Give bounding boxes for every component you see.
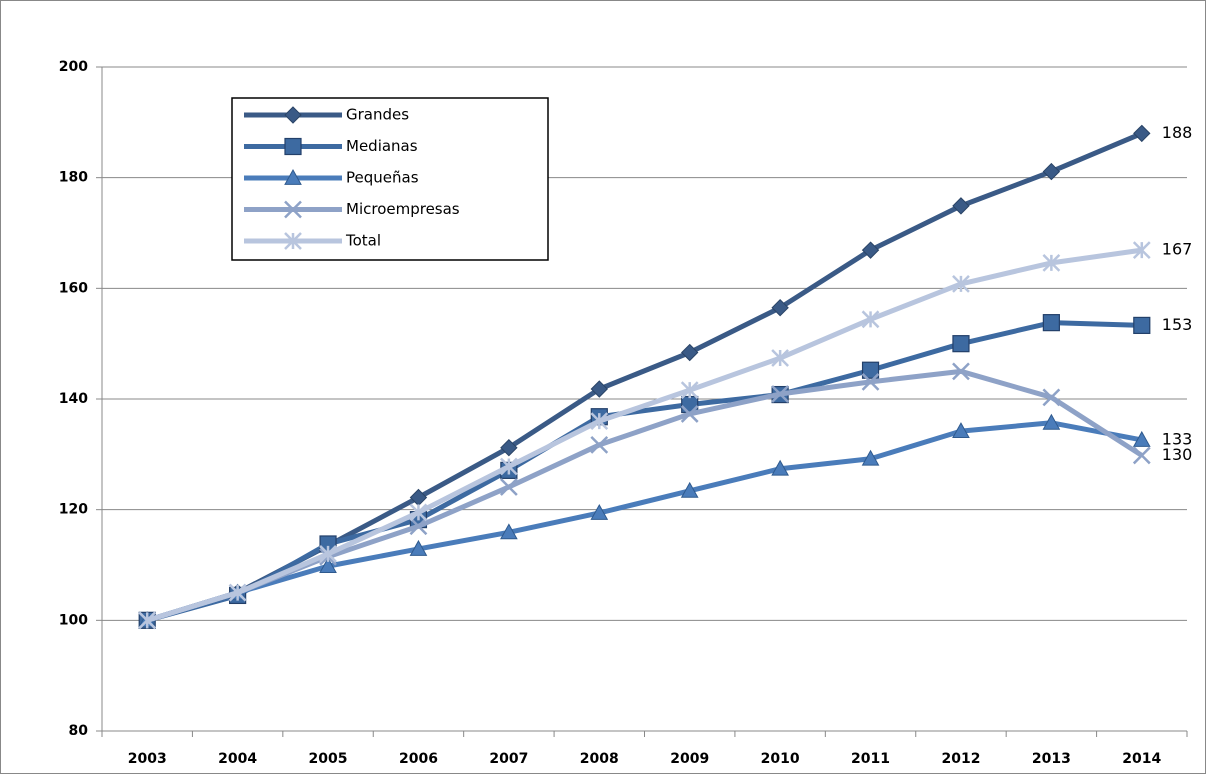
data-point (680, 481, 699, 498)
series-line (146, 320, 1142, 623)
data-point (409, 517, 428, 536)
y-tick-label: 180 (59, 170, 88, 186)
y-tick-label: 140 (59, 391, 88, 407)
data-point (1132, 446, 1151, 465)
data-point (1042, 253, 1061, 272)
data-point (952, 335, 970, 353)
data-label: 153 (1162, 315, 1193, 334)
legend-marker (284, 137, 302, 156)
data-point (952, 197, 970, 215)
x-tick-label: 2011 (851, 751, 890, 767)
data-point (1042, 413, 1061, 430)
x-tick-label: 2009 (670, 751, 709, 767)
data-label: 167 (1162, 240, 1193, 259)
x-tick-label: 2014 (1122, 751, 1161, 767)
data-point (590, 412, 609, 431)
x-tick-label: 2010 (761, 751, 800, 767)
data-point (771, 349, 790, 367)
data-point (861, 361, 880, 379)
data-point (409, 539, 428, 556)
x-tick-label: 2006 (399, 751, 438, 767)
x-tick-label: 2005 (309, 751, 348, 767)
data-point (1042, 314, 1060, 332)
data-point (771, 459, 789, 476)
data-point (319, 557, 337, 574)
y-tick-label: 200 (59, 59, 88, 75)
legend-marker (284, 200, 302, 219)
legend-marker (284, 106, 302, 124)
data-point (952, 422, 970, 438)
data-point (680, 381, 699, 400)
data-point (1132, 241, 1151, 260)
data-point (861, 241, 880, 259)
data-point (590, 380, 608, 398)
data-point (590, 436, 609, 454)
data-point (771, 385, 790, 403)
data-point (952, 362, 970, 381)
data-point (500, 523, 518, 540)
data-point (952, 275, 970, 293)
data-point (499, 478, 518, 496)
legend-marker (284, 232, 302, 250)
legend-marker (284, 168, 302, 185)
data-point (499, 457, 518, 476)
data-point (409, 503, 428, 522)
data-label: 133 (1162, 429, 1193, 448)
data-point (680, 405, 699, 423)
data-point (861, 310, 880, 329)
data-point (861, 449, 880, 466)
legend-label: Pequeñas (346, 169, 419, 187)
data-point (1133, 316, 1151, 335)
data-point (590, 503, 609, 520)
data-label: 188 (1162, 123, 1193, 142)
x-tick-label: 2007 (489, 751, 528, 767)
data-label: 130 (1162, 445, 1193, 464)
data-point (1133, 124, 1151, 143)
data-point (771, 298, 789, 317)
data-point (138, 611, 157, 630)
data-point (1132, 430, 1151, 447)
legend-label: Medianas (346, 137, 418, 155)
x-tick-label: 2008 (580, 751, 619, 767)
y-tick-label: 80 (69, 723, 89, 739)
x-tick-label: 2003 (128, 751, 167, 767)
legend-label: Microempresas (346, 200, 460, 218)
series-line (146, 420, 1143, 623)
legend-label: Grandes (346, 106, 409, 124)
series-line (146, 247, 1143, 623)
data-point (681, 395, 699, 414)
y-tick-label: 120 (59, 502, 88, 518)
x-tick-label: 2004 (218, 751, 257, 767)
y-tick-label: 160 (59, 280, 88, 296)
data-point (228, 583, 247, 602)
data-point (1042, 388, 1061, 407)
data-point (1042, 162, 1061, 181)
data-point (500, 438, 518, 457)
y-tick-label: 100 (59, 612, 88, 628)
data-point (861, 372, 880, 391)
x-tick-label: 2012 (941, 751, 980, 767)
data-point (319, 545, 337, 563)
legend-label: Total (345, 232, 381, 250)
x-tick-label: 2013 (1032, 751, 1071, 767)
data-point (681, 343, 699, 362)
